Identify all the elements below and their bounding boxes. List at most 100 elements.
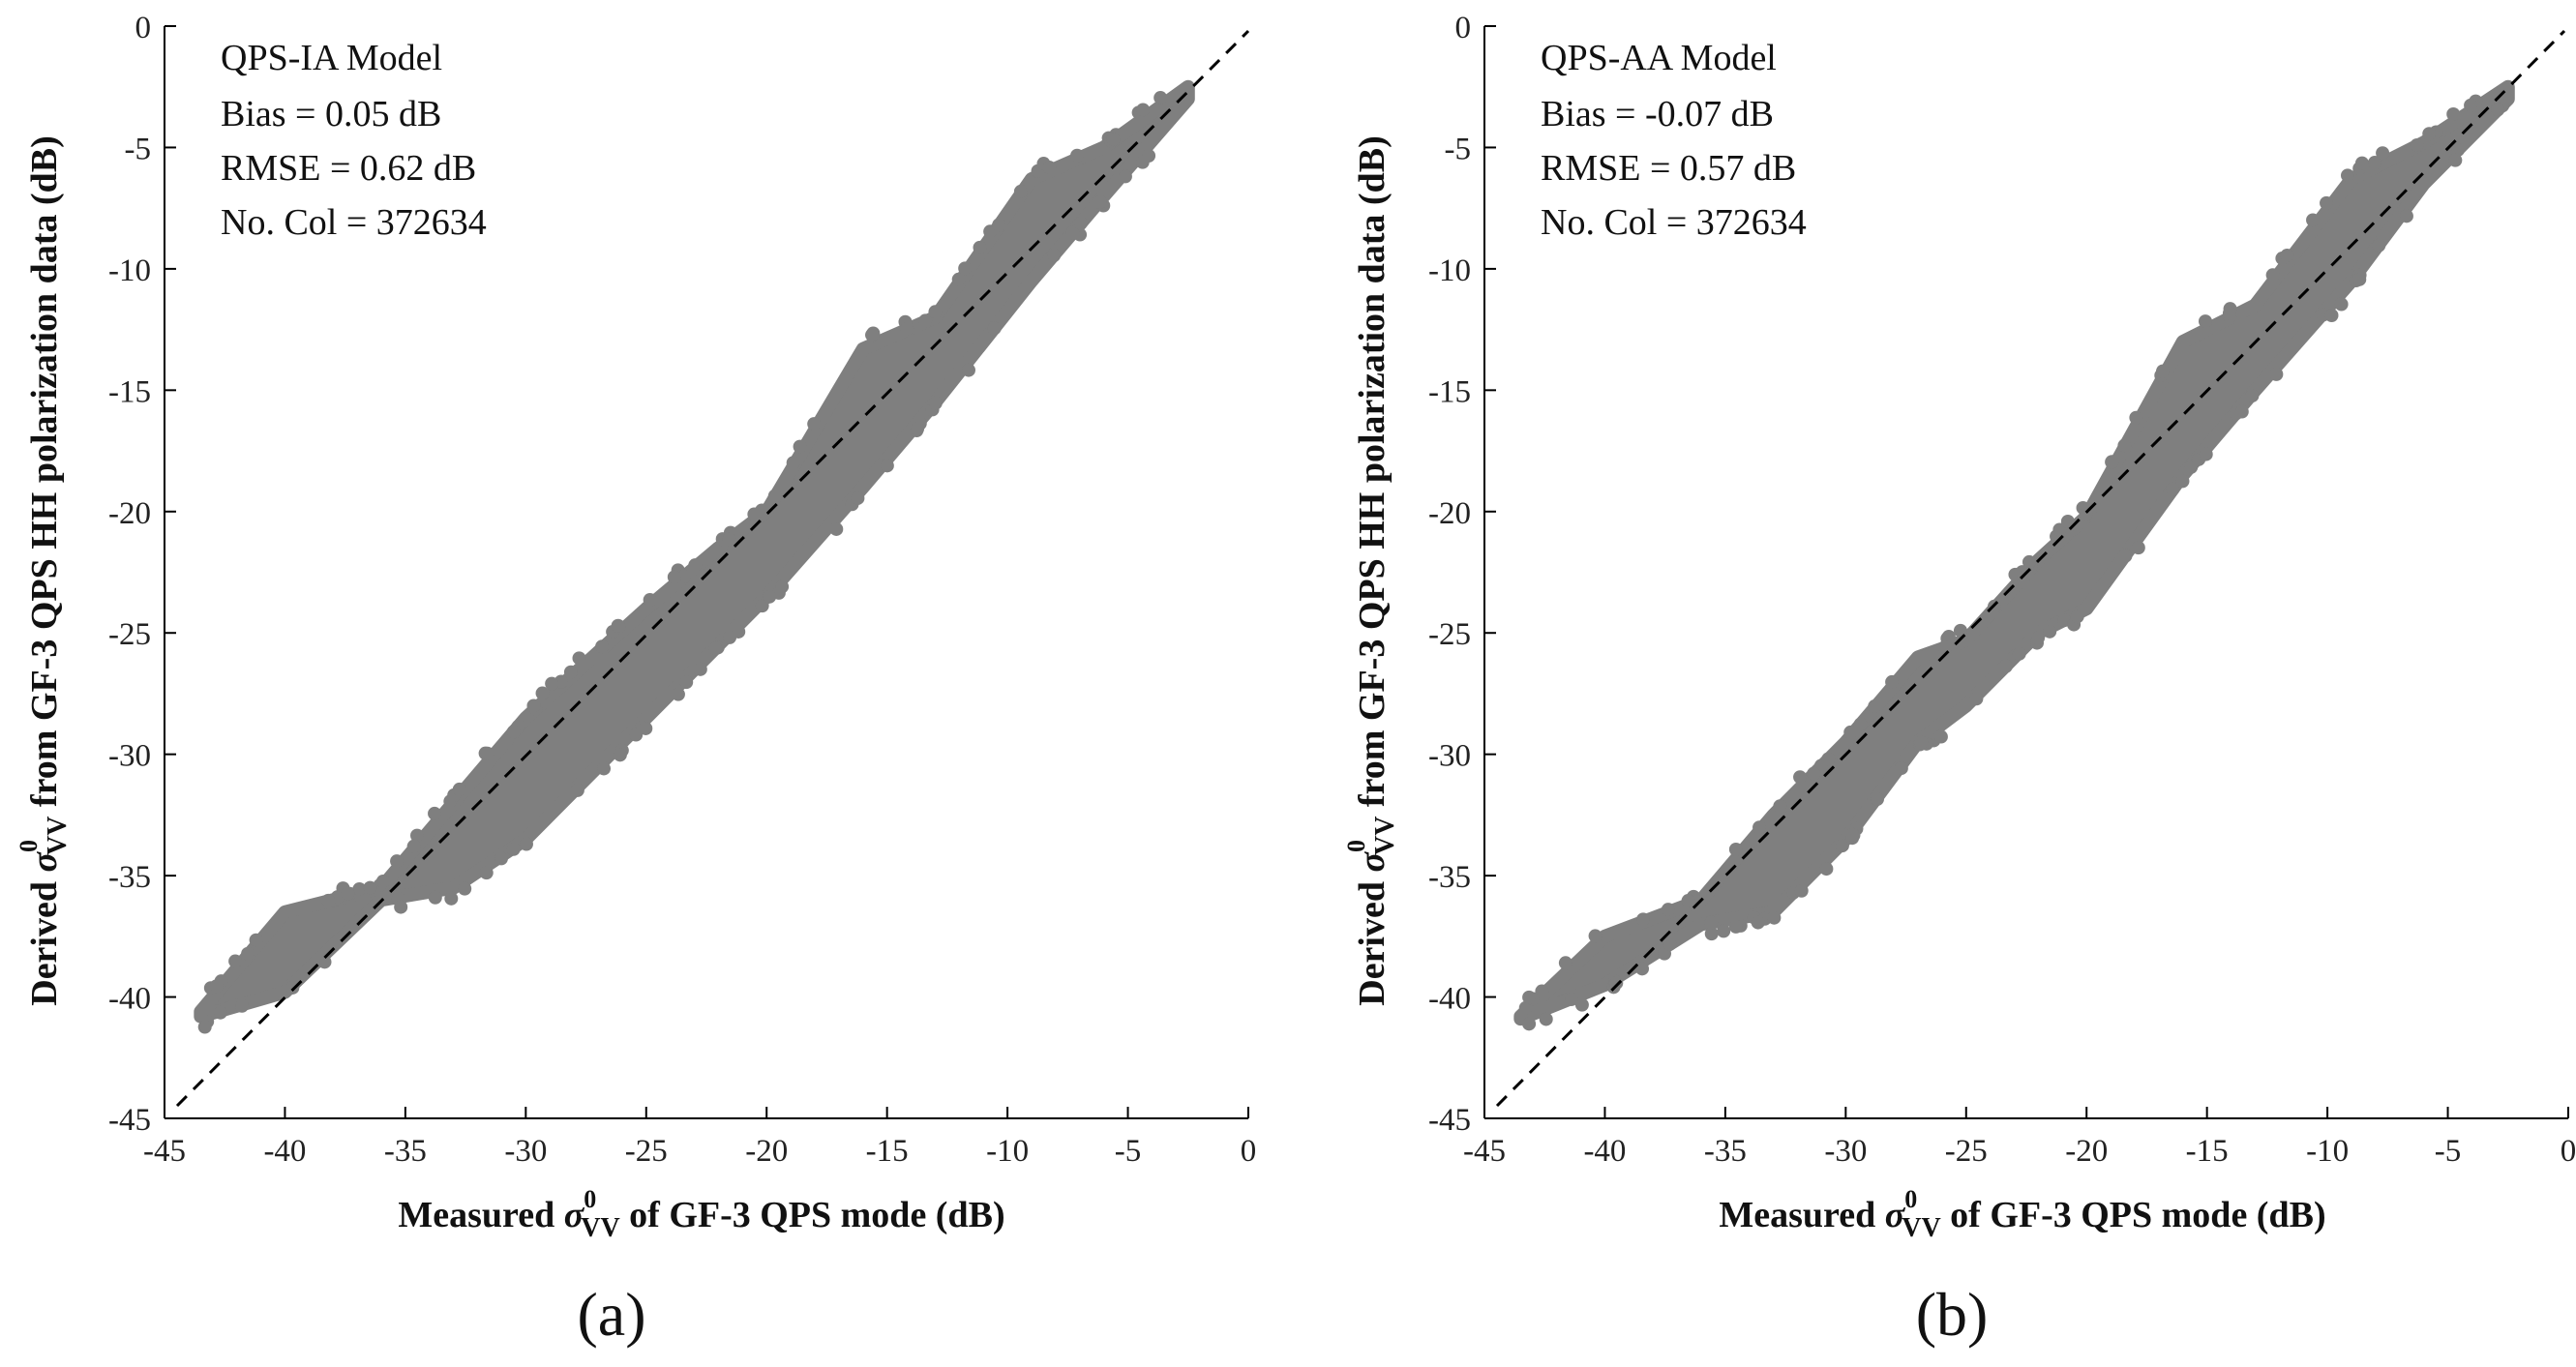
chart-b-scatter-point [1914, 735, 1929, 750]
chart-a-axes-box [164, 26, 1248, 1119]
chart-a-scatter-point [677, 569, 692, 583]
chart-a-x-tick-label: 0 [1241, 1134, 1257, 1169]
chart-a-scatter-point [793, 439, 807, 454]
chart-a-x-tick-label: -30 [504, 1134, 547, 1169]
chart-b-x-tick-label: 0 [2561, 1134, 2576, 1169]
chart-b-scatter-point [2340, 168, 2354, 183]
chart-b-scatter-point [1609, 976, 1624, 991]
chart-a-scatter-point [595, 639, 610, 654]
chart-b-scatter-point [1717, 924, 1731, 938]
chart-b-scatter-point [1819, 862, 1834, 877]
chart-b-stat-bias: Bias = -0.07 dB [1541, 94, 1774, 134]
chart-b-x-tick-label: -40 [1583, 1134, 1626, 1169]
chart-b-x-tick-label: -15 [2186, 1134, 2229, 1169]
chart-b-scatter-point [2422, 127, 2437, 141]
chart-a-stat-title: QPS-IA Model [221, 38, 442, 78]
chart-a-y-tick-label: -10 [108, 253, 151, 288]
chart-b-scatter-point [2372, 238, 2386, 253]
chart-b-scatter-point [1794, 883, 1809, 898]
chart-b-scatter-point [1558, 956, 1573, 970]
chart-b-scatter-point [2352, 272, 2367, 286]
chart-a-y-tick-label: -35 [108, 860, 151, 895]
chart-b-x-tick-label: -45 [1463, 1134, 1506, 1169]
chart-b-scatter-point [2306, 213, 2321, 227]
chart-b-scatter-point [2222, 306, 2236, 320]
chart-b-scatter-point [2265, 268, 2280, 282]
chart-a-scatter-point [285, 980, 300, 995]
panel-a-label: (a) [577, 1280, 645, 1349]
chart-a-scatter-point [570, 783, 584, 797]
chart-a-scatter-point [452, 782, 466, 796]
chart-a-scatter-point [235, 998, 250, 1013]
chart-a-scatter-point [479, 866, 494, 880]
chart-a-scatter-point [480, 746, 494, 760]
chart-a-scatter-point [643, 593, 657, 608]
chart-b-scatter-point [1937, 639, 1952, 654]
chart-b-scatter-point [2052, 522, 2067, 537]
chart-a-scatter-point [755, 503, 769, 518]
chart-b-scatter-point [1969, 692, 1984, 706]
chart-a-scatter-point [918, 313, 933, 328]
chart-b-scatter-point [2118, 549, 2133, 563]
chart-b-scatter-point [1767, 910, 1782, 925]
chart-a-y-tick-label: -40 [108, 982, 151, 1017]
chart-a-scatter-point [241, 946, 255, 961]
chart-a-scatter-point [958, 261, 973, 276]
chart-b-scatter-point [2198, 314, 2212, 329]
chart-a-scatter-point [611, 618, 625, 633]
chart-a-scatter-point [1042, 160, 1057, 174]
chart-b-scatter-point [2105, 455, 2119, 469]
chart-b-scatter-point [2175, 474, 2190, 489]
chart-a-scatter-point [390, 854, 404, 869]
chart-a-scatter-point [410, 828, 425, 843]
panel-a: -45 -40 -35 -30 -25 -20 -15 -10 -5 0 -45 -40 -35 -30… [15, 11, 1256, 1349]
chart-a-scatter-point [866, 326, 881, 341]
chart-a-scatter-point [880, 459, 894, 473]
panel-b: -45 -40 -35 -30 -25 -20 -15 -10 -5 0 -45 -40 -35 -30… [1342, 11, 2576, 1349]
chart-a-scatter-point [458, 881, 472, 896]
chart-b-scatter-point [2269, 367, 2284, 381]
chart-a-scatter-point [213, 1005, 227, 1020]
chart-a-x-axis-label: Measured σ0 VV of GF-3 QPS mode (dB) [398, 1185, 1004, 1243]
chart-b-scatter-point [2410, 137, 2424, 152]
chart-b-stat-title: QPS-AA Model [1541, 38, 1777, 78]
chart-b-scatter-point [2156, 364, 2171, 378]
chart-a-scatter-point [545, 676, 559, 691]
chart-b-x-tick-label: -35 [1704, 1134, 1747, 1169]
chart-b-scatter-point [1998, 659, 2013, 673]
chart-b-y-tick-label: -40 [1428, 982, 1471, 1017]
chart-a-scatter-point [317, 955, 332, 969]
chart-b-y-tick-label: -25 [1428, 617, 1471, 652]
chart-b-scatter-point [2043, 624, 2057, 639]
chart-a-scatter-point [693, 662, 707, 676]
chart-b-scatter-point [1835, 839, 1849, 853]
chart-b-scatter-point [2234, 404, 2249, 419]
chart-a-scatter-point [1106, 133, 1121, 147]
chart-a-scatter-point [987, 321, 1002, 336]
chart-a-scatter-point [1047, 249, 1062, 263]
chart-b-scatter-point [1728, 919, 1743, 934]
chart-a-scatter-point [197, 1020, 212, 1034]
chart-b-scatter-point [1853, 717, 1868, 731]
chart-a-scatter-point [375, 875, 390, 889]
chart-a-y-tick-label: -45 [108, 1103, 151, 1138]
chart-b-scatter-point [1704, 915, 1719, 930]
chart-b-scatter-point [2022, 554, 2036, 569]
chart-a-outliers [197, 91, 1168, 1034]
chart-b-scatter-point [2334, 297, 2349, 312]
chart-a-scatter-point [506, 842, 521, 856]
chart-a-scatter-point [786, 456, 800, 470]
chart-a-y-tick-label: -15 [108, 374, 151, 409]
chart-a-scatter-point [1136, 103, 1151, 117]
panel-b-label: (b) [1916, 1280, 1989, 1349]
chart-b-scatter-point [2280, 248, 2294, 262]
chart-b-scatter-point [2070, 609, 2084, 624]
chart-b-scatter-point [1868, 699, 1882, 714]
chart-a-scatter-point [572, 651, 586, 666]
chart-a-scatter-point [911, 422, 925, 436]
chart-b-outliers [1518, 94, 2510, 1031]
chart-a-scatter-point [428, 806, 442, 820]
chart-a-scatter-point [526, 698, 541, 713]
chart-b-scatter-point [1522, 990, 1537, 1004]
chart-b-x-axis-label: Measured σ0 VV of GF-3 QPS mode (dB) [1719, 1185, 2325, 1243]
